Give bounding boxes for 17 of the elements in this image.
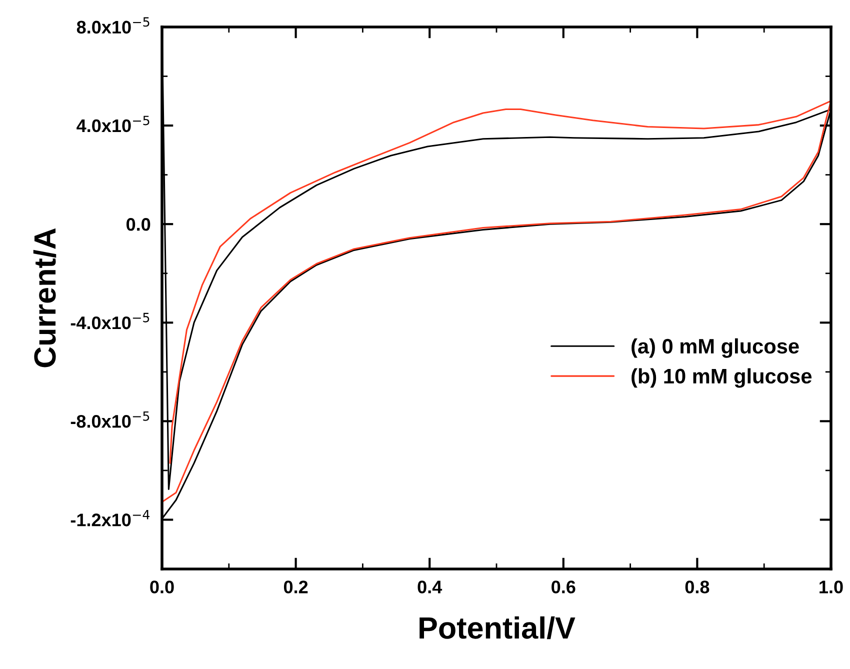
line-series xyxy=(162,100,831,503)
x-tick-label: 0.2 xyxy=(284,580,308,594)
x-tick-label: 0.6 xyxy=(552,580,576,594)
y-tick-label: 4.0x10$^{−5}$ xyxy=(76,116,150,132)
x-tick-label: 0.0 xyxy=(150,580,174,594)
legend-label: (b) 10 mM glucose xyxy=(632,368,812,388)
y-tick-label: -1.2x10$^{−4}$ xyxy=(70,510,150,526)
y-tick-label: -4.0x10$^{−5}$ xyxy=(70,312,150,330)
legend-label: (a) 0 mM glucose xyxy=(632,338,799,358)
y-tick-label: -8.0x10$^{−5}$ xyxy=(70,411,150,428)
y-tick-label: 0.0 xyxy=(126,218,150,231)
y-tick-label: 8.0x10$^{−5}$ xyxy=(76,17,150,34)
x-tick-label: 0.8 xyxy=(685,580,710,594)
x-axis-title: Potential/V xyxy=(420,616,576,640)
x-tick-label: 0.4 xyxy=(418,580,442,594)
y-axis-title: Current/A xyxy=(33,228,56,368)
x-tick-label: 1.0 xyxy=(820,580,843,594)
